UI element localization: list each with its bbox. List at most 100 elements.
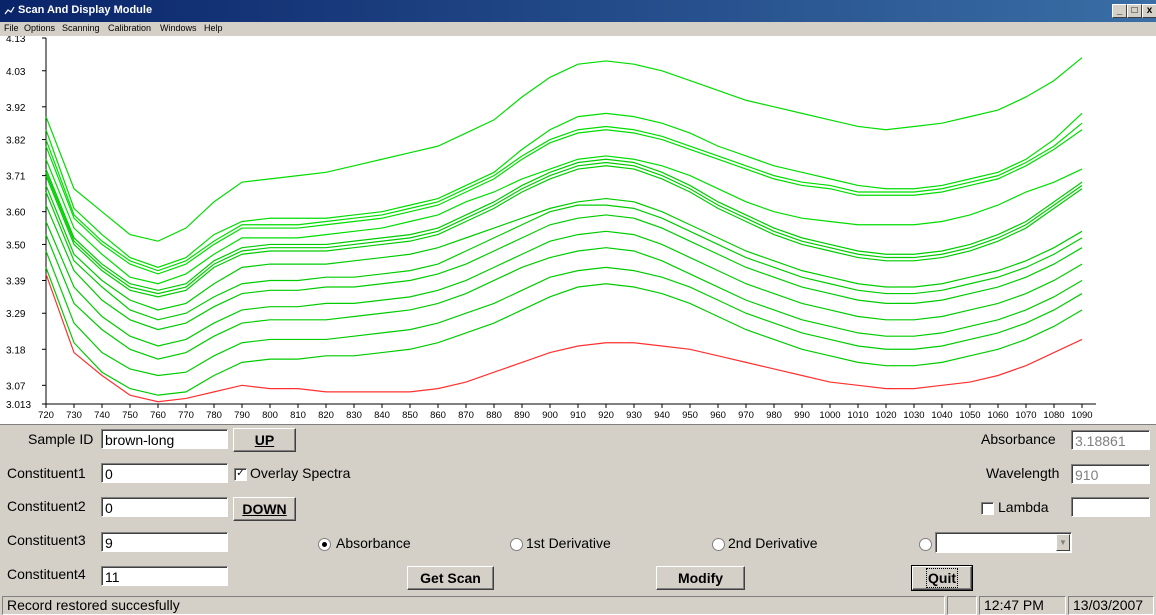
quit-button[interactable]: Quit xyxy=(911,565,973,591)
y-tick-label: 3.92 xyxy=(6,103,26,114)
spectrum-line-2 xyxy=(45,112,1083,269)
y-tick-label: 4.03 xyxy=(6,67,26,78)
down-button[interactable]: DOWN xyxy=(233,497,296,521)
constituent2-field[interactable]: 0 xyxy=(101,497,228,517)
menu-bar: File Options Scanning Calibration Window… xyxy=(0,22,1156,36)
window-title: Scan And Display Module xyxy=(18,4,153,16)
spectrum-line-15 xyxy=(45,267,1083,396)
y-tick-label: 3.013 xyxy=(6,400,31,411)
spectrum-line-8 xyxy=(45,165,1083,298)
down-button-label: DOWN xyxy=(242,501,287,517)
x-tick-label: 720 xyxy=(38,410,54,421)
x-tick-label: 830 xyxy=(346,410,362,421)
spectrum-line-7 xyxy=(45,161,1083,295)
y-tick-label: 3.39 xyxy=(6,276,26,287)
menu-help[interactable]: Help xyxy=(204,23,223,33)
x-tick-label: 770 xyxy=(178,410,194,421)
spectrum-line-14 xyxy=(45,250,1083,377)
get-scan-button[interactable]: Get Scan xyxy=(407,566,494,590)
constituent4-field[interactable]: 11 xyxy=(101,566,228,586)
menu-calibration[interactable]: Calibration xyxy=(108,23,152,33)
mode-combo[interactable]: ▼ xyxy=(935,532,1072,553)
x-tick-label: 740 xyxy=(94,410,110,421)
x-tick-label: 960 xyxy=(710,410,726,421)
x-tick-label: 850 xyxy=(402,410,418,421)
x-tick-label: 790 xyxy=(234,410,250,421)
radio-second-derivative-label: 2nd Derivative xyxy=(728,535,818,551)
spectrum-line-12 xyxy=(45,221,1083,347)
constituent4-label: Constituent4 xyxy=(7,566,86,582)
lambda-checkbox[interactable] xyxy=(981,502,994,515)
spectrum-line-9 xyxy=(45,185,1083,311)
x-tick-label: 950 xyxy=(682,410,698,421)
close-button[interactable]: x xyxy=(1142,4,1156,18)
x-tick-label: 1010 xyxy=(847,410,868,421)
spectrum-line-16 xyxy=(45,273,1083,403)
y-tick-label: 3.29 xyxy=(6,309,26,320)
x-tick-label: 750 xyxy=(122,410,138,421)
radio-first-derivative-label: 1st Derivative xyxy=(526,535,611,551)
menu-scanning[interactable]: Scanning xyxy=(62,23,100,33)
spectrum-line-4 xyxy=(45,129,1083,275)
status-panel xyxy=(947,596,977,615)
status-message: Record restored succesfully xyxy=(2,596,945,615)
spectrum-line-5 xyxy=(45,155,1083,285)
constituent1-field[interactable]: 0 xyxy=(101,463,228,483)
x-tick-label: 800 xyxy=(262,410,278,421)
x-tick-label: 1040 xyxy=(931,410,952,421)
y-tick-label: 3.50 xyxy=(6,240,26,251)
x-tick-label: 810 xyxy=(290,410,306,421)
x-tick-label: 1020 xyxy=(875,410,896,421)
x-tick-label: 870 xyxy=(458,410,474,421)
x-tick-label: 1070 xyxy=(1015,410,1036,421)
spectrum-line-13 xyxy=(45,234,1083,360)
menu-windows[interactable]: Windows xyxy=(160,23,197,33)
quit-label: Quit xyxy=(926,568,958,588)
constituent3-field[interactable]: 9 xyxy=(101,532,228,552)
lambda-label: Lambda xyxy=(998,499,1049,515)
spectrum-line-10 xyxy=(45,191,1083,321)
x-tick-label: 970 xyxy=(738,410,754,421)
status-date: 13/03/2007 xyxy=(1068,596,1154,615)
radio-second-derivative[interactable] xyxy=(712,538,725,551)
get-scan-label: Get Scan xyxy=(420,570,481,586)
up-button[interactable]: UP xyxy=(233,428,296,452)
radio-custom[interactable] xyxy=(919,538,932,551)
x-tick-label: 1060 xyxy=(987,410,1008,421)
y-tick-label: 3.07 xyxy=(6,381,26,392)
x-tick-label: 780 xyxy=(206,410,222,421)
overlay-spectra-checkbox[interactable]: ✓ xyxy=(234,468,247,481)
spectra-chart: 4.13 4.03 3.92 3.82 3.71 3.60 3.50 3.39 3.29 3.18… xyxy=(6,36,1096,421)
x-tick-label: 980 xyxy=(766,410,782,421)
spectra-plot[interactable]: 4.13 4.03 3.92 3.82 3.71 3.60 3.50 3.39 3.29 3.18… xyxy=(0,36,1156,425)
x-tick-label: 940 xyxy=(654,410,670,421)
x-tick-label: 820 xyxy=(318,410,334,421)
spectrum-line-11 xyxy=(45,204,1083,331)
wavelength-field: 910 xyxy=(1071,464,1150,484)
title-bar: Scan And Display Module _ □ x xyxy=(0,0,1156,22)
maximize-button[interactable]: □ xyxy=(1127,4,1142,18)
radio-first-derivative[interactable] xyxy=(510,538,523,551)
x-tick-label: 880 xyxy=(486,410,502,421)
constituent3-label: Constituent3 xyxy=(7,532,86,548)
menu-file[interactable]: File xyxy=(4,23,19,33)
menu-options[interactable]: Options xyxy=(24,23,56,33)
lambda-field[interactable] xyxy=(1071,497,1150,517)
chevron-down-icon[interactable]: ▼ xyxy=(1056,534,1070,551)
radio-absorbance[interactable] xyxy=(318,538,331,551)
x-tick-label: 730 xyxy=(66,410,82,421)
wavelength-label: Wavelength xyxy=(986,465,1060,481)
up-button-label: UP xyxy=(254,432,275,448)
sample-id-field[interactable]: brown-long xyxy=(101,429,228,449)
absorbance-label: Absorbance xyxy=(981,431,1056,447)
modify-button[interactable]: Modify xyxy=(656,566,745,590)
spectrum-line-1 xyxy=(45,57,1083,242)
x-tick-label: 900 xyxy=(542,410,558,421)
x-tick-label: 860 xyxy=(430,410,446,421)
x-tick-label: 1090 xyxy=(1071,410,1092,421)
spectrum-line-3 xyxy=(45,122,1083,272)
minimize-button[interactable]: _ xyxy=(1112,4,1127,18)
x-tick-label: 990 xyxy=(794,410,810,421)
app-icon xyxy=(4,6,15,15)
x-tick-label: 760 xyxy=(150,410,166,421)
